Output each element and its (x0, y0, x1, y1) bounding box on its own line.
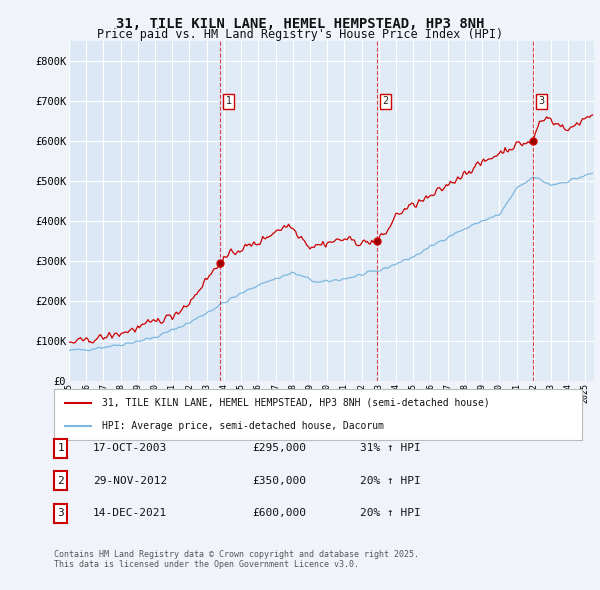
Text: 2: 2 (383, 96, 389, 106)
Text: £600,000: £600,000 (252, 509, 306, 518)
Text: 29-NOV-2012: 29-NOV-2012 (93, 476, 167, 486)
Text: £295,000: £295,000 (252, 444, 306, 453)
Text: 31, TILE KILN LANE, HEMEL HEMPSTEAD, HP3 8NH (semi-detached house): 31, TILE KILN LANE, HEMEL HEMPSTEAD, HP3… (101, 398, 489, 408)
Text: 14-DEC-2021: 14-DEC-2021 (93, 509, 167, 518)
Text: 3: 3 (58, 509, 64, 518)
Text: HPI: Average price, semi-detached house, Dacorum: HPI: Average price, semi-detached house,… (101, 421, 383, 431)
Text: 20% ↑ HPI: 20% ↑ HPI (360, 509, 421, 518)
Text: £350,000: £350,000 (252, 476, 306, 486)
Text: Contains HM Land Registry data © Crown copyright and database right 2025.
This d: Contains HM Land Registry data © Crown c… (54, 550, 419, 569)
Text: 2: 2 (58, 476, 64, 486)
Text: 31% ↑ HPI: 31% ↑ HPI (360, 444, 421, 453)
Text: 1: 1 (226, 96, 232, 106)
Bar (220, 41, 377, 381)
Bar (377, 41, 533, 381)
Text: 20% ↑ HPI: 20% ↑ HPI (360, 476, 421, 486)
Text: 1: 1 (58, 444, 64, 453)
Text: 31, TILE KILN LANE, HEMEL HEMPSTEAD, HP3 8NH: 31, TILE KILN LANE, HEMEL HEMPSTEAD, HP3… (116, 17, 484, 31)
Text: 17-OCT-2003: 17-OCT-2003 (93, 444, 167, 453)
Text: Price paid vs. HM Land Registry's House Price Index (HPI): Price paid vs. HM Land Registry's House … (97, 28, 503, 41)
Bar (533, 41, 594, 381)
Text: 3: 3 (538, 96, 544, 106)
